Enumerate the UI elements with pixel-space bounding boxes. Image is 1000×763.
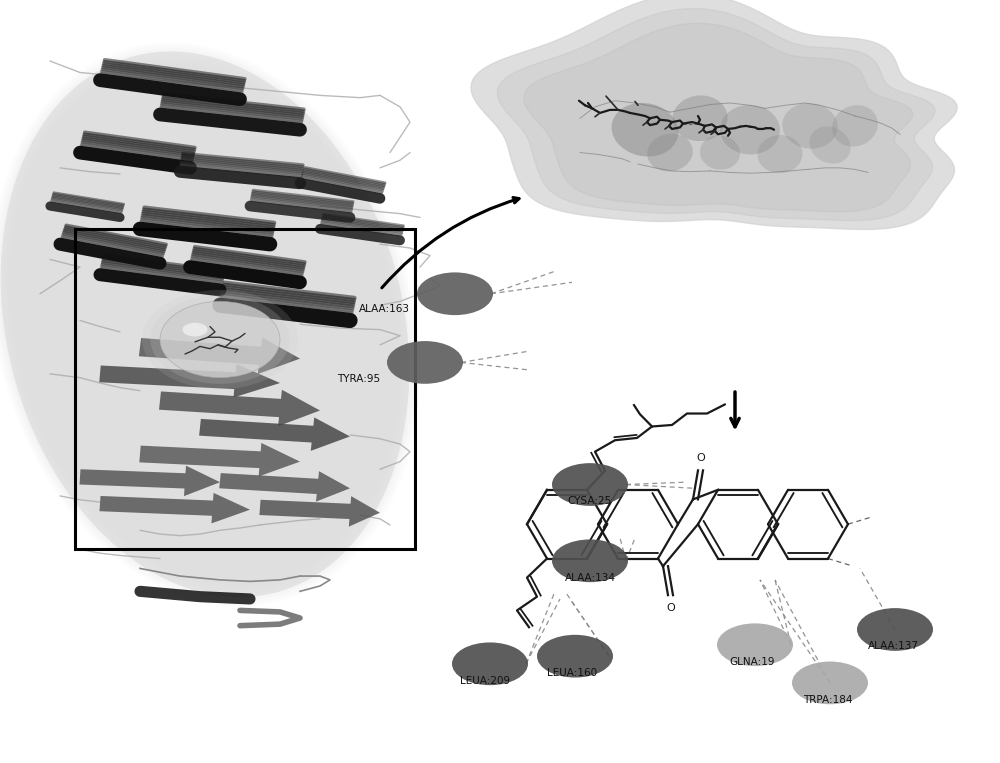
Polygon shape xyxy=(199,417,350,451)
Ellipse shape xyxy=(672,95,728,141)
Ellipse shape xyxy=(552,539,628,582)
Ellipse shape xyxy=(150,295,290,384)
Text: GLNA:19: GLNA:19 xyxy=(729,656,775,667)
Ellipse shape xyxy=(3,57,407,591)
Ellipse shape xyxy=(717,623,793,666)
Ellipse shape xyxy=(417,272,493,315)
Ellipse shape xyxy=(0,48,414,600)
Polygon shape xyxy=(99,364,280,398)
Polygon shape xyxy=(219,472,350,501)
Text: TYRA:95: TYRA:95 xyxy=(337,374,380,385)
Text: CYSA:25: CYSA:25 xyxy=(568,496,612,507)
Text: LEUA:209: LEUA:209 xyxy=(460,675,510,686)
Ellipse shape xyxy=(857,608,933,651)
Ellipse shape xyxy=(792,662,868,704)
Ellipse shape xyxy=(6,60,404,588)
Ellipse shape xyxy=(0,42,419,607)
Ellipse shape xyxy=(142,290,298,389)
Polygon shape xyxy=(497,8,935,221)
Ellipse shape xyxy=(720,105,780,154)
Ellipse shape xyxy=(387,341,463,384)
Text: O: O xyxy=(697,452,705,462)
Ellipse shape xyxy=(782,103,838,149)
Ellipse shape xyxy=(809,127,851,163)
Bar xyxy=(75,229,415,549)
Ellipse shape xyxy=(537,635,613,678)
Polygon shape xyxy=(80,465,220,496)
Ellipse shape xyxy=(0,51,412,597)
Ellipse shape xyxy=(0,45,417,604)
Ellipse shape xyxy=(552,463,628,506)
Text: TRPA:184: TRPA:184 xyxy=(803,694,853,705)
Polygon shape xyxy=(139,443,300,476)
Ellipse shape xyxy=(832,105,878,146)
Polygon shape xyxy=(139,337,300,374)
Polygon shape xyxy=(99,493,250,523)
Polygon shape xyxy=(259,496,380,526)
Polygon shape xyxy=(471,0,957,230)
Ellipse shape xyxy=(160,301,280,378)
Ellipse shape xyxy=(757,135,803,173)
Ellipse shape xyxy=(700,136,740,169)
Polygon shape xyxy=(524,23,913,212)
Ellipse shape xyxy=(647,134,693,172)
Polygon shape xyxy=(159,390,320,427)
Ellipse shape xyxy=(1,51,409,597)
Ellipse shape xyxy=(160,301,280,378)
Ellipse shape xyxy=(1,54,409,594)
Ellipse shape xyxy=(612,103,678,156)
Ellipse shape xyxy=(8,63,402,585)
Text: LEUA:160: LEUA:160 xyxy=(547,668,597,678)
Text: ALAA:137: ALAA:137 xyxy=(868,641,918,652)
Ellipse shape xyxy=(182,323,208,336)
Text: ALAA:134: ALAA:134 xyxy=(564,572,616,583)
Ellipse shape xyxy=(452,642,528,685)
Text: O: O xyxy=(667,603,675,613)
Text: ALAA:163: ALAA:163 xyxy=(359,304,410,314)
